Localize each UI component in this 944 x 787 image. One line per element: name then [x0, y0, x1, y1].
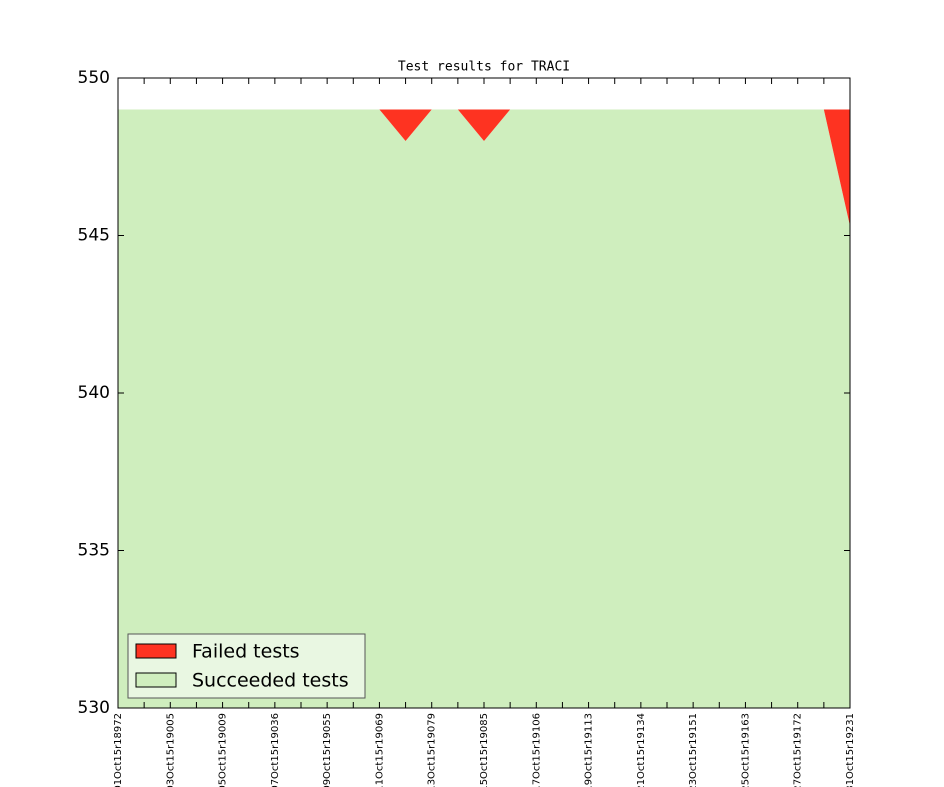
area — [118, 109, 850, 227]
x-tick-label: 01Oct15r18972 — [113, 713, 124, 787]
legend-swatch — [135, 643, 177, 659]
x-tick-label: 31Oct15r19231 — [845, 713, 856, 787]
x-tick-label: 23Oct15r19151 — [688, 713, 699, 787]
x-tick-label: 25Oct15r19163 — [740, 713, 751, 787]
legend-label: Failed tests — [192, 641, 300, 663]
y-tick-label: 550 — [78, 68, 110, 88]
legend: Failed tests Succeeded tests — [127, 633, 366, 699]
x-tick-label: 07Oct15r19036 — [270, 713, 281, 787]
y-tick-label: 530 — [78, 698, 110, 718]
legend-swatch — [135, 672, 177, 688]
y-tick-label: 545 — [78, 226, 110, 246]
area — [118, 109, 850, 708]
x-tick-label: 17Oct15r19106 — [531, 713, 542, 787]
x-tick-label: 21Oct15r19134 — [636, 713, 647, 787]
chart-title: Test results for TRACI — [398, 60, 570, 75]
x-tick-label: 05Oct15r19009 — [218, 713, 229, 787]
x-tick-label: 19Oct15r19113 — [584, 713, 595, 787]
x-tick-label: 11Oct15r19069 — [374, 713, 385, 787]
y-tick-label: 535 — [78, 541, 110, 561]
x-tick-label: 09Oct15r19055 — [322, 713, 333, 787]
x-tick-label: 03Oct15r19005 — [165, 713, 176, 787]
x-tick-label: 15Oct15r19085 — [479, 713, 490, 787]
x-tick-label: 13Oct15r19079 — [427, 713, 438, 787]
x-tick-label: 27Oct15r19172 — [793, 713, 804, 787]
y-tick-label: 540 — [78, 383, 110, 403]
legend-label: Succeeded tests — [192, 670, 349, 692]
